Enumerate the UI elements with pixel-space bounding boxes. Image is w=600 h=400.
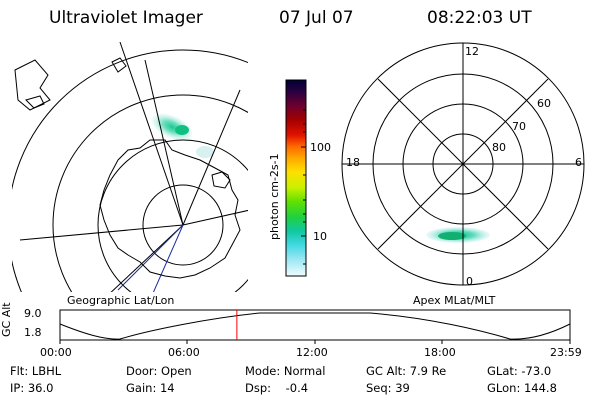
altitude-x-tick-4: 23:59 — [550, 346, 582, 359]
altitude-x-tick-3: 18:00 — [424, 346, 456, 359]
info-gain: Gain: 14 — [126, 381, 175, 395]
geographic-map-title: Geographic Lat/Lon — [67, 294, 175, 307]
app-title: Ultraviolet Imager — [49, 8, 203, 28]
info-gc-alt: GC Alt: 7.9 Re — [366, 364, 447, 378]
altitude-y-tick-max: 9.0 — [24, 307, 42, 320]
altitude-x-tick-0: 00:00 — [40, 346, 72, 359]
info-door: Door: Open — [126, 364, 192, 378]
info-seq: Seq: 39 — [366, 381, 410, 395]
time-label: 08:22:03 UT — [427, 8, 532, 28]
mlat-label-60: 60 — [537, 97, 551, 110]
mlt-label-0: 0 — [466, 275, 473, 288]
info-dsp: Dsp: -0.4 — [245, 381, 309, 395]
mlt-label-18: 18 — [346, 156, 360, 169]
altitude-y-tick-min: 1.8 — [24, 326, 42, 339]
colorbar-tick-10: 10 — [313, 230, 327, 243]
colorbar-tick-100: 100 — [310, 141, 331, 154]
info-mode: Mode: Normal — [245, 364, 326, 378]
altitude-x-tick-2: 12:00 — [296, 346, 328, 359]
magnetic-map-title: Apex MLat/MLT — [413, 294, 496, 307]
info-ip: IP: 36.0 — [10, 381, 54, 395]
info-glon: GLon: 144.8 — [487, 381, 557, 395]
mlat-label-80: 80 — [492, 141, 506, 154]
mlt-label-6: 6 — [575, 156, 582, 169]
date-label: 07 Jul 07 — [279, 8, 354, 28]
mlt-label-12: 12 — [465, 45, 479, 58]
mlat-label-70: 70 — [512, 120, 526, 133]
info-filter: Flt: LBHL — [10, 364, 62, 378]
altitude-x-tick-1: 06:00 — [168, 346, 200, 359]
altitude-y-label: GC Alt — [0, 302, 13, 337]
info-glat: GLat: -73.0 — [487, 364, 552, 378]
